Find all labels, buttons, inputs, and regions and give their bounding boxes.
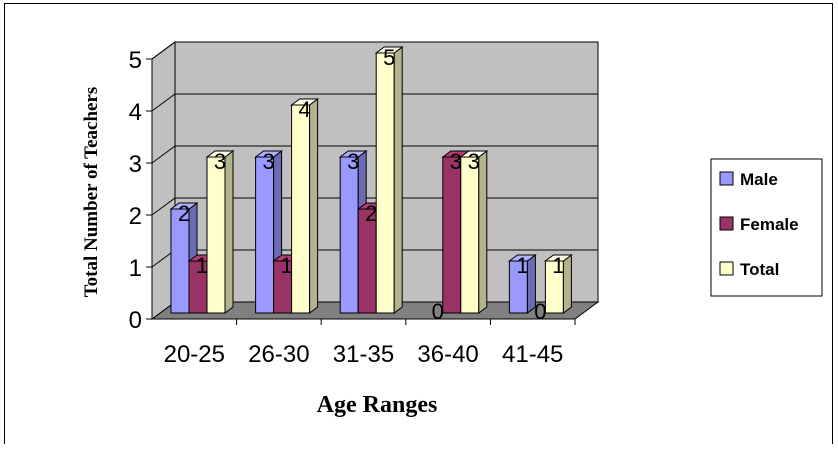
bar-side <box>562 254 572 314</box>
y-tick-label: 4 <box>129 99 142 126</box>
bar-front <box>206 156 226 314</box>
legend-label: Male <box>740 170 778 189</box>
bar-top <box>459 150 489 158</box>
legend-swatch <box>719 171 734 186</box>
data-label: 2 <box>365 201 377 226</box>
gridline-side <box>151 93 176 112</box>
bar-top <box>205 150 235 158</box>
bar-front <box>375 52 395 314</box>
legend-swatch <box>719 216 734 231</box>
bar-side <box>224 150 234 314</box>
bar-front <box>460 156 480 314</box>
data-label: 3 <box>214 149 226 174</box>
bar <box>254 150 284 314</box>
y-axis-ticks: 0 1 2 3 4 5 <box>129 47 152 334</box>
x-tick-label: 41-45 <box>502 341 563 368</box>
legend-swatch <box>719 261 734 276</box>
bar-side <box>309 98 319 314</box>
bar-top <box>374 46 404 54</box>
bar-front <box>442 156 462 314</box>
legend-item: Male <box>719 170 778 189</box>
bar <box>290 98 320 314</box>
x-tick-label: 31-35 <box>333 341 394 368</box>
bars <box>169 46 573 314</box>
bar-top <box>169 202 199 210</box>
gridline-side <box>151 197 176 216</box>
data-label: 1 <box>196 253 208 278</box>
bar-side <box>393 46 403 314</box>
y-tick-label: 1 <box>129 255 142 282</box>
x-axis-title: Age Ranges <box>317 392 438 418</box>
data-label: 3 <box>468 149 480 174</box>
bar-top <box>338 150 368 158</box>
y-tick-label: 3 <box>129 151 142 178</box>
data-label: 0 <box>534 299 546 324</box>
data-label: 4 <box>298 97 310 122</box>
data-label: 3 <box>347 149 359 174</box>
bar <box>543 254 573 314</box>
data-label: 5 <box>383 45 395 70</box>
x-tick-label: 26-30 <box>248 341 309 368</box>
bar <box>374 46 404 314</box>
x-axis-ticks: 20-25 26-30 31-35 36-40 41-45 <box>164 319 576 368</box>
data-label: 3 <box>450 149 462 174</box>
legend-label: Female <box>740 215 799 234</box>
data-label: 1 <box>552 253 564 278</box>
bar-top <box>507 254 537 262</box>
bar <box>459 150 489 314</box>
y-tick-label: 0 <box>129 307 142 334</box>
bar-front <box>255 156 275 314</box>
bar-top <box>543 254 573 262</box>
legend-item: Total <box>719 260 779 279</box>
data-label: 0 <box>432 299 444 324</box>
y-axis-title: Total Number of Teachers <box>81 87 102 298</box>
gridline-side <box>151 145 176 164</box>
legend-item: Female <box>719 215 799 234</box>
chart-frame <box>4 3 833 444</box>
legend-label: Total <box>740 260 779 279</box>
bar-top <box>254 150 284 158</box>
y-tick-label: 2 <box>129 203 142 230</box>
data-label: 1 <box>280 253 292 278</box>
bar <box>507 254 537 314</box>
x-tick-label: 20-25 <box>164 341 225 368</box>
data-label: 3 <box>262 149 274 174</box>
x-tick-label: 36-40 <box>417 341 478 368</box>
data-label: 1 <box>516 253 528 278</box>
bar-front <box>339 156 359 314</box>
bar <box>205 150 235 314</box>
gridline-side <box>151 41 176 60</box>
bar-front <box>291 104 311 314</box>
bar-top <box>290 98 320 106</box>
legend: Male Female Total <box>719 170 799 279</box>
bar-side <box>478 150 488 314</box>
data-label: 2 <box>178 201 190 226</box>
y-tick-label: 5 <box>129 47 142 74</box>
